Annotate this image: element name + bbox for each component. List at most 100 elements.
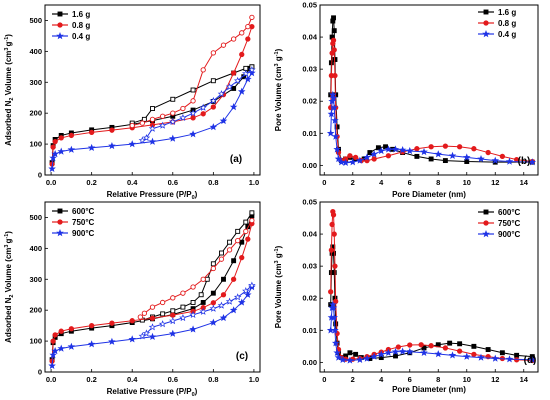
data-point (391, 145, 400, 153)
data-point (170, 295, 176, 301)
legend-label: 900°C (72, 229, 95, 238)
data-point (58, 135, 64, 141)
plot-frame-c (44, 201, 261, 373)
data-point (210, 78, 216, 84)
data-point (528, 158, 537, 166)
x-tick-label: 0.2 (86, 178, 96, 187)
data-point (333, 321, 339, 327)
y-tick-label: 0.01 (302, 129, 317, 138)
data-point (210, 265, 216, 272)
y-tick-label: 0.05 (302, 198, 317, 207)
curve-line (330, 304, 533, 361)
y-tick-label: 100 (29, 140, 42, 149)
legend-marker (57, 22, 63, 28)
data-point (180, 290, 186, 296)
data-point (341, 158, 350, 167)
x-tick-label: 0.6 (168, 178, 178, 187)
data-point (148, 124, 157, 132)
data-point (370, 150, 378, 158)
data-point (52, 332, 58, 338)
y-tick-label: 200 (29, 109, 42, 118)
data-point (398, 146, 407, 154)
data-point (456, 144, 463, 150)
data-point (233, 293, 242, 301)
x-tick-label: 10 (463, 375, 471, 384)
data-point (528, 355, 537, 364)
data-point (331, 270, 337, 276)
data-point (249, 217, 255, 224)
x-axis-title-a: Relative Pressure (P/P0) (107, 190, 198, 201)
data-point (245, 236, 251, 242)
data-point (219, 116, 228, 125)
legend-label: 600°C (498, 208, 521, 217)
panel-label-a: (a) (230, 154, 242, 165)
data-point (48, 164, 56, 173)
data-point (356, 156, 364, 164)
data-point (180, 105, 186, 112)
data-point (346, 356, 354, 364)
x-tick-label: 0.8 (208, 375, 218, 384)
x-axis-title-c: Relative Pressure (P/P0) (107, 387, 198, 398)
data-point (148, 137, 157, 145)
data-point (169, 317, 177, 325)
data-point (491, 156, 500, 164)
legend-marker (57, 11, 63, 17)
data-point (210, 261, 216, 267)
data-point (221, 276, 226, 282)
data-point (158, 320, 167, 328)
data-point (363, 354, 371, 362)
data-point (137, 314, 143, 320)
data-point (405, 347, 414, 355)
data-point (384, 145, 393, 153)
data-point (331, 28, 337, 34)
data-point (471, 351, 477, 358)
y-axis-title-a: Adsorbed N2 Volume (cm3g-1) (4, 34, 15, 146)
legend-marker (57, 219, 63, 225)
plot-area-d (326, 208, 537, 364)
y-tick-label: 300 (29, 275, 42, 284)
y-axis-title-d: Pore Volume (cm3 g-1) (274, 245, 283, 328)
legend-b: 1.6 g 0.8 g 0.4 g (478, 8, 516, 39)
data-point (337, 158, 346, 166)
data-point (434, 350, 443, 358)
data-point (209, 304, 218, 312)
data-point (149, 315, 156, 321)
data-point (485, 149, 491, 156)
data-point (190, 115, 196, 121)
legend-marker (482, 230, 490, 238)
data-point (456, 348, 463, 354)
data-point (329, 221, 335, 228)
data-point (331, 326, 339, 334)
data-point (329, 94, 338, 102)
data-point (418, 342, 424, 348)
data-point (57, 344, 65, 352)
data-point (51, 150, 59, 158)
data-point (229, 103, 238, 111)
data-point (52, 138, 58, 145)
data-point (169, 134, 177, 142)
x-tick-label: 12 (491, 375, 499, 384)
data-point (395, 344, 402, 350)
data-point (230, 276, 237, 282)
data-point (179, 313, 187, 322)
data-point (142, 329, 151, 337)
x-tick-label: 2 (351, 375, 355, 384)
data-point (204, 276, 210, 282)
data-point (210, 50, 216, 56)
y-tick-label: 300 (29, 78, 42, 87)
data-point (398, 347, 407, 355)
data-point (384, 348, 393, 356)
data-point (189, 325, 197, 333)
data-point (129, 318, 135, 324)
axes-c: 0.0 0.2 0.4 0.6 0.8 1.0 0 100 200 300 400 500 (29, 213, 259, 384)
data-point (243, 228, 249, 235)
data-point (68, 326, 75, 332)
data-point (420, 147, 428, 156)
x-tick-label: 0.4 (127, 375, 138, 384)
x-tick-label: 6 (408, 178, 412, 187)
legend-c: 600°C 750°C 900°C (52, 207, 95, 238)
legend-a: 1.6 g 0.8 g 0.4 g (52, 10, 90, 41)
legend-label: 1.6 g (498, 8, 516, 17)
data-point (49, 154, 57, 162)
data-point (159, 299, 166, 306)
